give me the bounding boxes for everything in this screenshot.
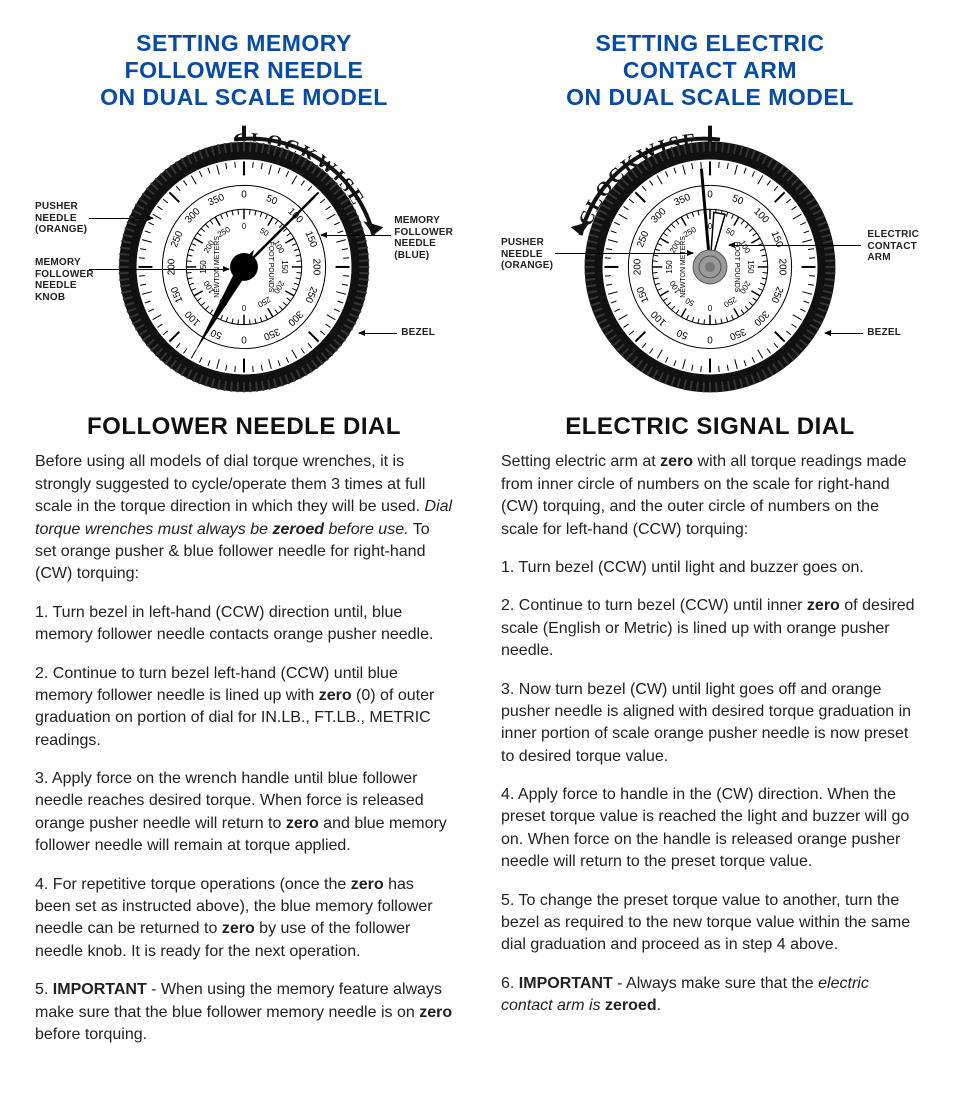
left-body: Before using all models of dial torque w… xyxy=(35,451,453,1046)
right-step4: 4. Apply force to handle in the (CW) dir… xyxy=(501,784,919,874)
right-title: SETTING ELECTRIC CONTACT ARM ON DUAL SCA… xyxy=(501,30,919,111)
left-subhead: FOLLOWER NEEDLE DIAL xyxy=(35,413,453,441)
right-step5: 5. To change the preset torque value to … xyxy=(501,890,919,957)
callout-bezel: BEZEL xyxy=(867,327,901,339)
right-title-l3: ON DUAL SCALE MODEL xyxy=(566,84,854,110)
callout-pusher-needle: PUSHER NEEDLE (ORANGE) xyxy=(501,237,553,272)
svg-text:NEWTON METERS: NEWTON METERS xyxy=(214,236,221,298)
svg-text:200: 200 xyxy=(166,259,177,276)
left-intro: Before using all models of dial torque w… xyxy=(35,451,453,585)
arrow-icon xyxy=(729,245,861,246)
right-title-l1: SETTING ELECTRIC xyxy=(595,30,824,56)
svg-text:0: 0 xyxy=(707,303,712,312)
right-body: Setting electric arm at zero with all to… xyxy=(501,451,919,1017)
left-column: SETTING MEMORY FOLLOWER NEEDLE ON DUAL S… xyxy=(35,30,453,1062)
left-step5: 5. IMPORTANT - When using the memory fea… xyxy=(35,979,453,1046)
left-step1: 1. Turn bezel in left-hand (CCW) directi… xyxy=(35,602,453,647)
callout-bezel: BEZEL xyxy=(401,327,435,339)
left-dial-figure: CLOCKWISE xyxy=(35,117,453,397)
arrow-icon xyxy=(359,333,397,334)
arrow-icon xyxy=(555,253,693,254)
left-title-l2: FOLLOWER NEEDLE xyxy=(125,57,364,83)
right-dial-svg: CLOCKWISE 050100150200250300350050100150… xyxy=(501,117,919,397)
svg-text:0: 0 xyxy=(241,334,247,345)
svg-text:0: 0 xyxy=(707,334,713,345)
right-step6: 6. IMPORTANT - Always make sure that the… xyxy=(501,973,919,1018)
right-step3: 3. Now turn bezel (CW) until light goes … xyxy=(501,679,919,769)
svg-text:NEWTON METERS: NEWTON METERS xyxy=(680,236,687,298)
arrow-icon xyxy=(825,333,863,334)
svg-text:0: 0 xyxy=(242,223,247,232)
svg-text:200: 200 xyxy=(311,259,322,276)
svg-text:FOOT POUNDS: FOOT POUNDS xyxy=(733,242,740,293)
left-step2: 2. Continue to turn bezel left-hand (CCW… xyxy=(35,663,453,753)
callout-electric-arm: ELECTRIC CONTACT ARM xyxy=(867,229,919,264)
svg-text:150: 150 xyxy=(665,260,674,274)
right-column: SETTING ELECTRIC CONTACT ARM ON DUAL SCA… xyxy=(501,30,919,1062)
svg-text:FOOT POUNDS: FOOT POUNDS xyxy=(267,242,274,293)
svg-text:0: 0 xyxy=(241,303,246,312)
right-title-l2: CONTACT ARM xyxy=(623,57,797,83)
right-step2: 2. Continue to turn bezel (CCW) until in… xyxy=(501,595,919,662)
svg-text:150: 150 xyxy=(746,261,755,275)
left-title-l1: SETTING MEMORY xyxy=(136,30,352,56)
callout-follower-knob: MEMORY FOLLOWER NEEDLE KNOB xyxy=(35,257,94,303)
callout-follower-needle: MEMORY FOLLOWER NEEDLE (BLUE) xyxy=(394,215,453,261)
left-step4: 4. For repetitive torque operations (onc… xyxy=(35,874,453,964)
left-step3: 3. Apply force on the wrench handle unti… xyxy=(35,768,453,858)
left-title: SETTING MEMORY FOLLOWER NEEDLE ON DUAL S… xyxy=(35,30,453,111)
right-step1: 1. Turn bezel (CCW) until light and buzz… xyxy=(501,557,919,579)
svg-text:0: 0 xyxy=(707,190,713,201)
left-dial-svg: CLOCKWISE xyxy=(35,117,453,397)
svg-text:0: 0 xyxy=(241,190,247,201)
right-dial-figure: CLOCKWISE 050100150200250300350050100150… xyxy=(501,117,919,397)
arrow-icon xyxy=(89,218,153,219)
arrow-icon xyxy=(89,269,229,270)
callout-pusher-needle: PUSHER NEEDLE (ORANGE) xyxy=(35,201,87,236)
right-subhead: ELECTRIC SIGNAL DIAL xyxy=(501,413,919,441)
arrow-icon xyxy=(321,235,391,236)
svg-text:200: 200 xyxy=(777,259,788,276)
svg-text:150: 150 xyxy=(280,261,289,275)
svg-text:200: 200 xyxy=(632,259,643,276)
svg-text:150: 150 xyxy=(199,260,208,274)
left-title-l3: ON DUAL SCALE MODEL xyxy=(100,84,388,110)
right-intro: Setting electric arm at zero with all to… xyxy=(501,451,919,541)
